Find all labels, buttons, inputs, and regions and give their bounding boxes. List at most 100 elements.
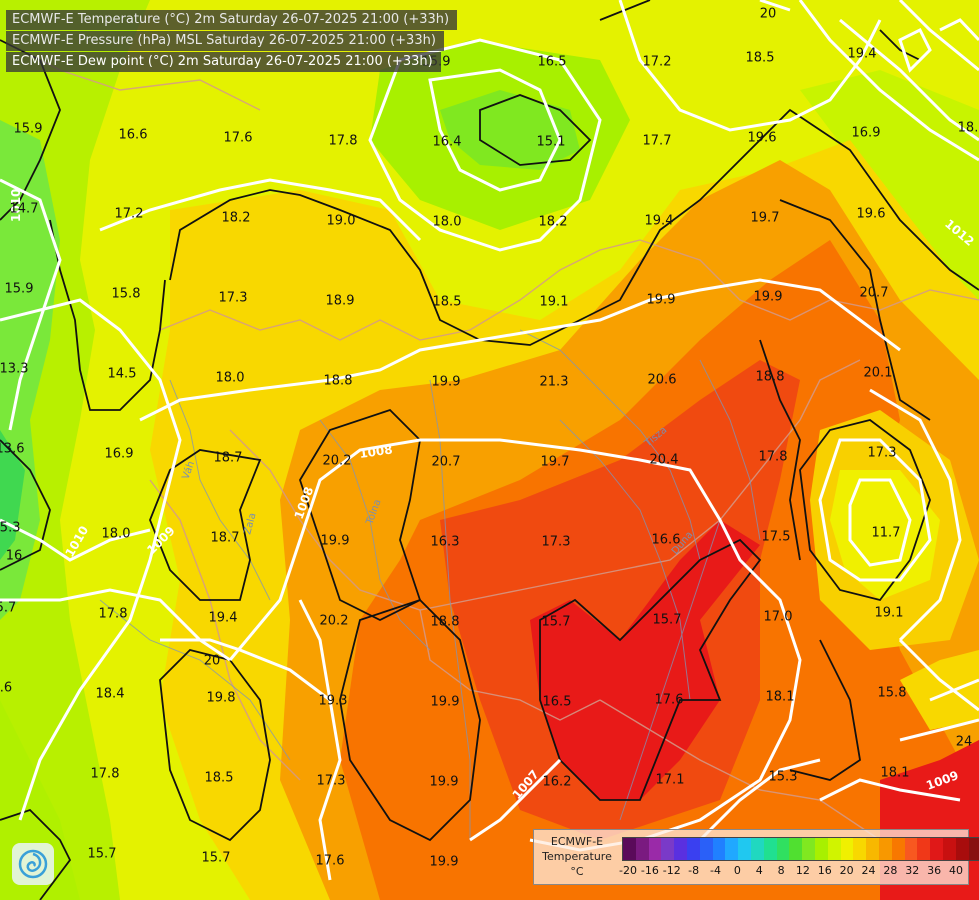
dewpoint-value-label: 15.7 xyxy=(653,613,682,628)
dewpoint-value-label: 17.8 xyxy=(99,607,128,622)
dewpoint-value-label: 20.7 xyxy=(432,455,461,470)
legend-tick-label: 20 xyxy=(839,864,854,877)
dewpoint-value-label: 17.3 xyxy=(868,446,897,461)
dewpoint-value-label: 17.8 xyxy=(329,134,358,149)
legend-color-swatch xyxy=(623,838,636,860)
dewpoint-value-label: 19.4 xyxy=(848,47,877,62)
dewpoint-value-label: 18.7 xyxy=(211,531,240,546)
dewpoint-value-label: 19.6 xyxy=(748,131,777,146)
dewpoint-value-label: 15.1 xyxy=(537,135,566,150)
dewpoint-value-label: 19.6 xyxy=(857,207,886,222)
legend-title-line-3: °C xyxy=(570,865,584,878)
dewpoint-value-label: 18.8 xyxy=(431,615,460,630)
legend-color-bar xyxy=(622,837,979,861)
dewpoint-value-label: 18. xyxy=(958,121,979,136)
swirl-logo-icon xyxy=(18,849,48,879)
dewpoint-value-label: 20.4 xyxy=(650,453,679,468)
legend-tick-label: 40 xyxy=(949,864,963,877)
dewpoint-value-label: 18.8 xyxy=(324,374,353,389)
dewpoint-value-label: 13.3 xyxy=(0,362,28,377)
dewpoint-value-label: 18.0 xyxy=(433,215,462,230)
legend-ticks: -20 -16 -12 -8 -4 0 4 8 12 16 20 24 28 32 36 40 xyxy=(618,864,964,878)
dewpoint-value-label: 17.2 xyxy=(643,55,672,70)
isotherm-value-label: 20 xyxy=(760,7,777,22)
legend-tick-label: -8 xyxy=(688,864,700,877)
dewpoint-value-label: 18.7 xyxy=(214,451,243,466)
dewpoint-value-label: 17.7 xyxy=(643,134,672,149)
dewpoint-value-label: 15.3 xyxy=(0,521,20,536)
legend-color-swatch xyxy=(674,838,687,860)
dewpoint-value-label: 18.8 xyxy=(756,370,785,385)
layer-label-dewpoint[interactable]: ECMWF-E Dew point (°C) 2m Saturday 26-07… xyxy=(6,52,441,72)
dewpoint-value-label: 18.9 xyxy=(326,294,355,309)
dewpoint-value-label: 15.7 xyxy=(542,615,571,630)
legend-tick-label: 32 xyxy=(905,864,920,877)
legend-color-swatch xyxy=(738,838,751,860)
legend-color-swatch xyxy=(750,838,764,860)
dewpoint-value-label: .6 xyxy=(0,681,12,696)
dewpoint-value-label: 18.5 xyxy=(746,51,775,66)
dewpoint-value-label: 14.7 xyxy=(10,202,39,217)
legend-tick-label: -20 xyxy=(619,864,637,877)
legend-color-swatch xyxy=(878,838,892,860)
river-name-label: Zala xyxy=(242,512,258,536)
isotherm-value-label: 16 xyxy=(6,549,23,564)
legend-color-swatch xyxy=(776,838,790,860)
legend-tick-label: 0 xyxy=(733,864,741,877)
dewpoint-value-label: 19.0 xyxy=(327,214,356,229)
dewpoint-value-label: 17.6 xyxy=(316,854,345,869)
legend-color-swatch xyxy=(891,838,905,860)
dewpoint-value-label: 19.1 xyxy=(540,295,569,310)
dewpoint-value-label: 16.5 xyxy=(538,55,567,70)
dewpoint-value-label: 16.6 xyxy=(119,128,148,143)
legend-color-swatch xyxy=(763,838,777,860)
isobar-value-label: 1008 xyxy=(358,442,393,461)
legend-color-swatch xyxy=(827,838,841,860)
legend-color-swatch xyxy=(917,838,931,860)
legend-color-swatch xyxy=(814,838,828,860)
provider-logo xyxy=(12,843,54,885)
dewpoint-value-label: 16.4 xyxy=(433,135,462,150)
dewpoint-value-label: 19.1 xyxy=(875,606,904,621)
legend-title-line-1: ECMWF-E xyxy=(550,835,604,848)
legend-tick-label: -4 xyxy=(709,864,721,877)
dewpoint-value-label: 13.6 xyxy=(0,442,24,457)
legend-color-swatch xyxy=(802,838,815,860)
legend-tick-label: 12 xyxy=(795,864,810,877)
legend-color-swatch xyxy=(866,838,879,860)
legend-color-swatch xyxy=(942,838,956,860)
layer-label-temperature[interactable]: ECMWF-E Temperature (°C) 2m Saturday 26-… xyxy=(6,10,458,30)
dewpoint-value-label: 20.6 xyxy=(648,373,677,388)
river-name-label: Váh xyxy=(180,460,198,482)
dewpoint-value-label: 15.8 xyxy=(112,287,141,302)
dewpoint-value-label: 20.1 xyxy=(864,366,893,381)
dewpoint-value-label: 19.7 xyxy=(751,211,780,226)
legend-color-swatch xyxy=(661,838,675,860)
dewpoint-value-label: 16.5 xyxy=(543,695,572,710)
dewpoint-value-label: 18.1 xyxy=(766,690,795,705)
dewpoint-value-label: 19.9 xyxy=(754,290,783,305)
dewpoint-value-label: 18.5 xyxy=(205,771,234,786)
legend-color-swatch xyxy=(853,838,867,860)
dewpoint-value-label: 16.9 xyxy=(852,126,881,141)
legend-tick-label: -12 xyxy=(662,864,681,877)
legend-color-swatch xyxy=(635,838,649,860)
legend-color-swatch xyxy=(840,838,854,860)
dewpoint-value-label: 19.9 xyxy=(430,775,459,790)
dewpoint-value-label: 17.8 xyxy=(759,450,788,465)
dewpoint-value-label: 17.0 xyxy=(764,610,793,625)
dewpoint-value-label: 18.4 xyxy=(96,687,125,702)
dewpoint-value-label: 17.8 xyxy=(91,767,120,782)
legend-color-swatch xyxy=(930,838,943,860)
dewpoint-value-label: 5.7 xyxy=(0,601,16,616)
layer-label-pressure[interactable]: ECMWF-E Pressure (hPa) MSL Saturday 26-0… xyxy=(6,31,444,51)
dewpoint-value-label: 15.9 xyxy=(14,122,43,137)
legend-color-swatch xyxy=(968,838,979,860)
dewpoint-value-label: 19.4 xyxy=(645,214,674,229)
legend-color-swatch xyxy=(686,838,700,860)
dewpoint-value-label: 18.1 xyxy=(881,766,910,781)
dewpoint-value-label: 19.7 xyxy=(541,455,570,470)
